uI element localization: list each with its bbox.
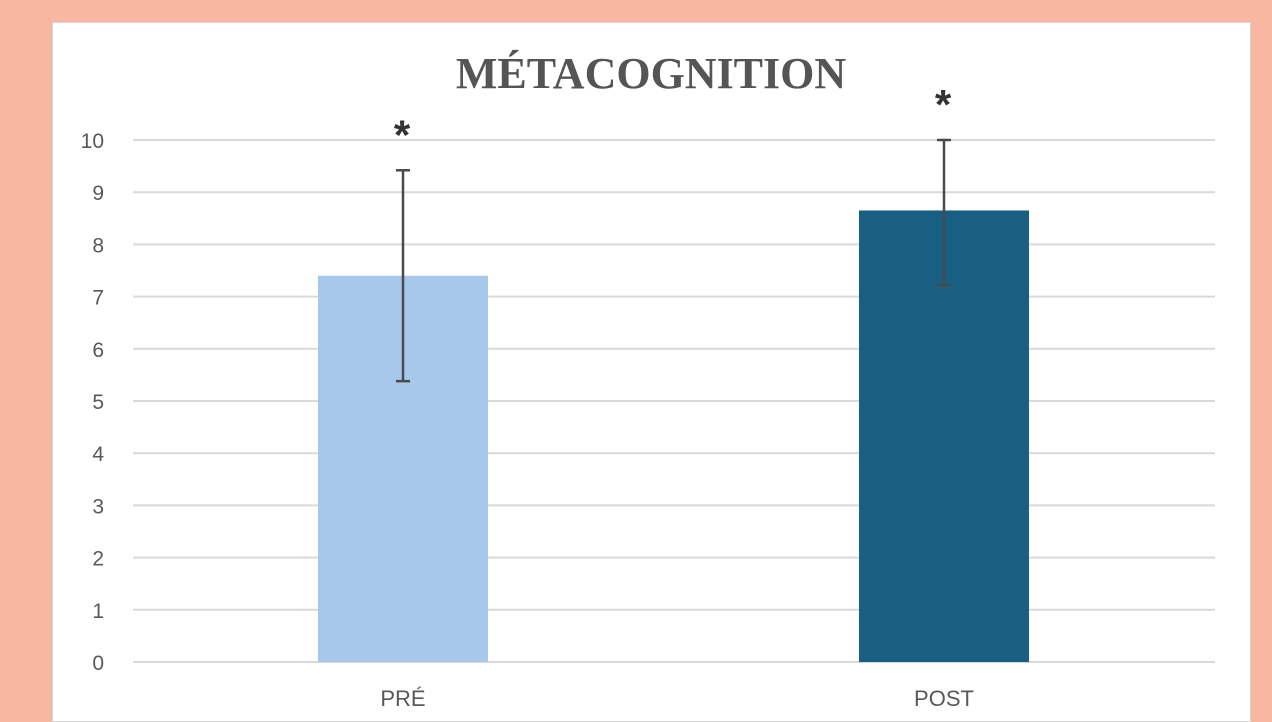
y-tick-label: 9 [92, 182, 104, 205]
y-tick-label: 3 [92, 495, 104, 518]
chart-title: MÉTACOGNITION [456, 49, 847, 98]
y-axis-tick-labels: 0 1 2 3 4 5 6 7 8 9 10 [81, 130, 105, 675]
y-tick-label: 10 [81, 130, 104, 153]
y-tick-label: 5 [92, 391, 104, 414]
x-category-label: PRÉ [380, 686, 425, 710]
y-tick-label: 7 [92, 287, 104, 310]
x-axis-category-labels: PRÉ POST [380, 686, 974, 710]
chart-panel [52, 22, 1251, 722]
significance-asterisk: * [394, 111, 411, 158]
bars [318, 210, 1029, 662]
y-tick-label: 0 [92, 652, 104, 675]
error-bar-pre [396, 169, 410, 383]
x-category-label: POST [914, 686, 974, 710]
y-tick-label: 1 [92, 600, 104, 623]
y-tick-label: 2 [92, 548, 104, 571]
y-tick-label: 4 [92, 443, 104, 466]
significance-markers: ** [394, 81, 952, 158]
error-bars [396, 138, 951, 383]
significance-asterisk: * [935, 81, 952, 128]
gridlines [133, 139, 1215, 663]
error-bar-post [937, 138, 951, 287]
y-tick-label: 6 [92, 339, 104, 362]
y-tick-label: 8 [92, 234, 104, 257]
